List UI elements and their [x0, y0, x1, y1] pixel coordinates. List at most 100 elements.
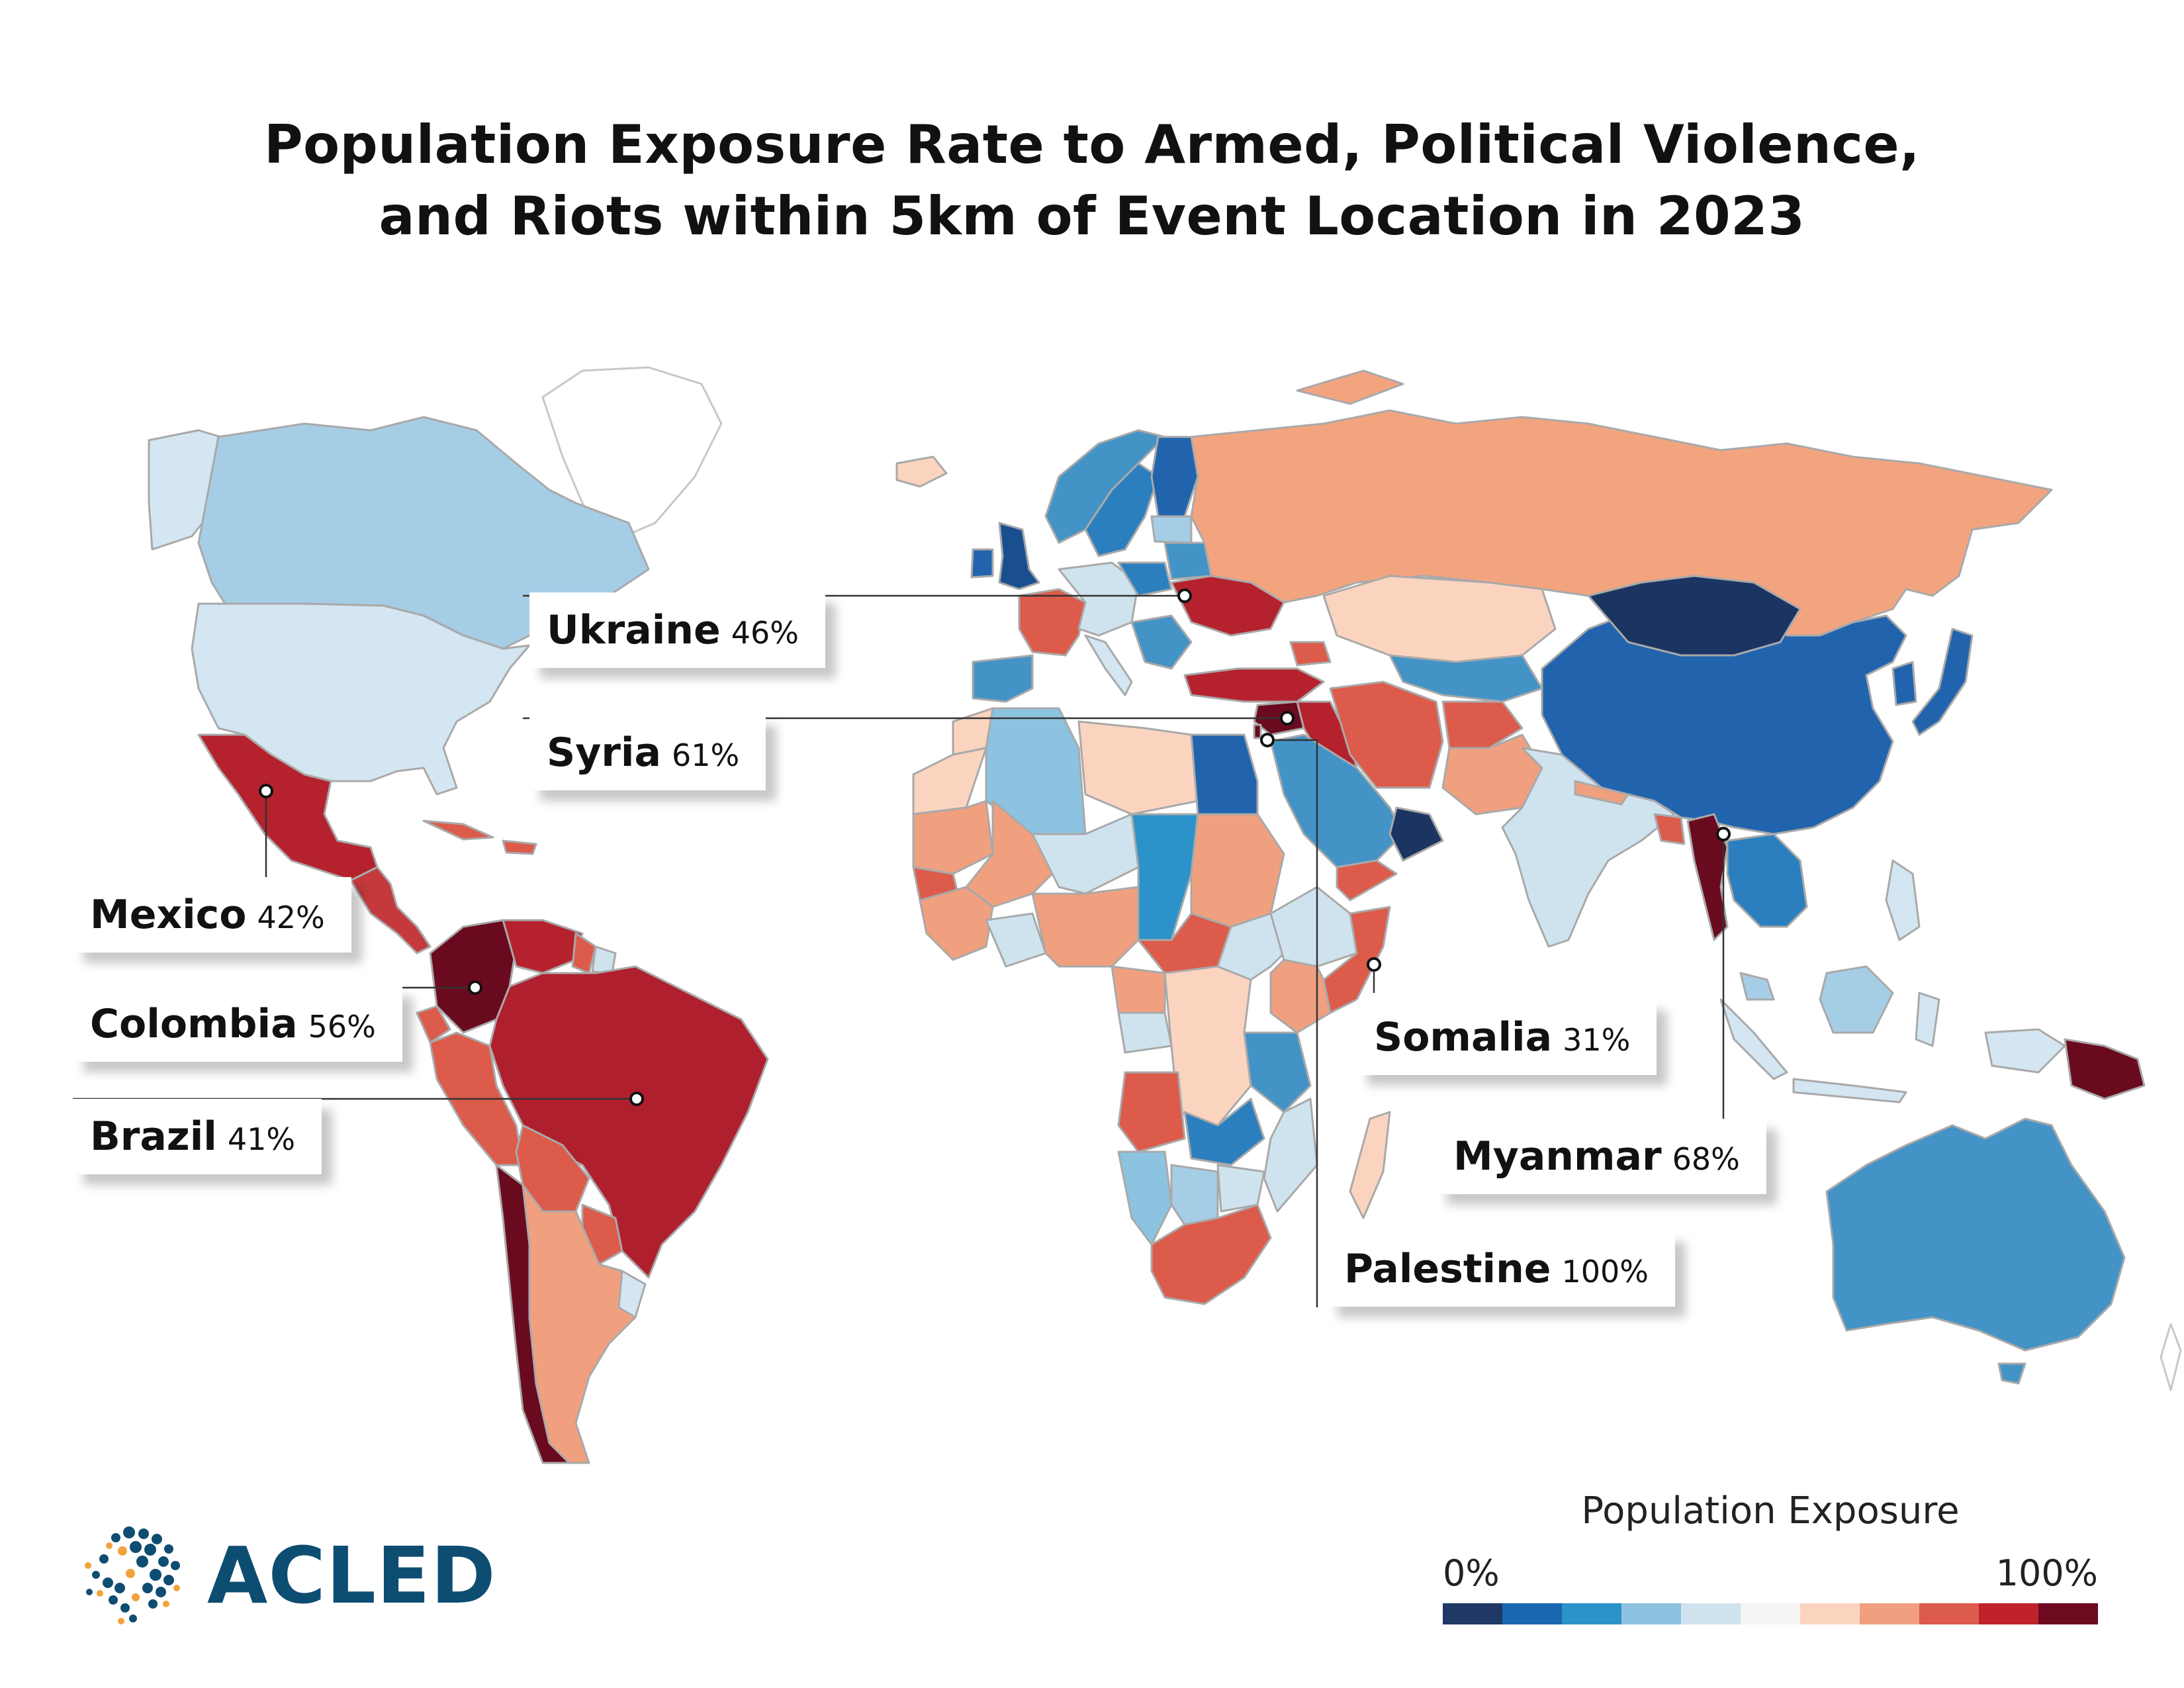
marker-ukraine: [1177, 588, 1192, 603]
title-line-1: Population Exposure Rate to Armed, Polit…: [263, 114, 1921, 175]
region-mozambique: [1263, 1098, 1318, 1213]
region-ethiopia: [1269, 886, 1358, 968]
region-zambia: [1183, 1098, 1265, 1166]
region-madagascar: [1349, 1111, 1391, 1219]
region-mexico: [197, 733, 379, 882]
region-botswana: [1170, 1164, 1219, 1226]
region-west-coast: [919, 886, 994, 961]
callout-myanmar: Myanmar 68%: [1436, 1119, 1766, 1194]
region-congo: [1117, 1011, 1173, 1054]
marker-brazil: [629, 1092, 644, 1106]
callout-ukraine: Ukraine 46%: [529, 592, 825, 668]
region-afghanistan: [1441, 700, 1524, 749]
legend-max-label: 100%: [1995, 1552, 2098, 1594]
region-cuba: [422, 820, 494, 841]
callout-value: 31%: [1563, 1022, 1631, 1058]
callout-mexico: Mexico 42%: [73, 877, 351, 953]
region-uruguay: [617, 1270, 647, 1319]
region-hispaniola: [502, 839, 537, 855]
region-suriname: [591, 945, 617, 974]
callout-colombia: Colombia 56%: [73, 986, 402, 1062]
region-korea: [1891, 661, 1917, 706]
marker-myanmar: [1716, 827, 1731, 841]
globe-dots-icon: [85, 1526, 180, 1624]
marker-syria: [1280, 711, 1295, 726]
region-ecuador: [416, 1005, 451, 1044]
logo-text: ACLED: [207, 1530, 496, 1621]
region-malaysia: [1739, 972, 1775, 1001]
region-iceland: [895, 455, 948, 488]
region-philippines: [1885, 859, 1921, 941]
legend-swatch: [1800, 1603, 1860, 1624]
region-tanzania: [1243, 1031, 1312, 1113]
legend-swatch: [2038, 1603, 2098, 1624]
region-turkey: [1183, 667, 1325, 703]
region-france: [1018, 588, 1087, 657]
region-new-guinea-west: [1984, 1028, 2066, 1074]
callout-name: Colombia: [90, 1001, 298, 1047]
region-belarus: [1163, 541, 1212, 581]
region-bangladesh: [1653, 813, 1686, 845]
region-poland: [1117, 561, 1173, 597]
callout-value: 41%: [227, 1121, 296, 1157]
callout-value: 61%: [671, 737, 740, 773]
callout-syria: Syria 61%: [529, 715, 766, 790]
region-tasmania: [1997, 1362, 2026, 1385]
region-south-africa: [1150, 1203, 1272, 1305]
region-caucasus: [1289, 641, 1332, 667]
callout-name: Ukraine: [547, 607, 721, 653]
region-nigeria: [1031, 886, 1140, 968]
region-iran: [1329, 680, 1444, 789]
callout-somalia: Somalia 31%: [1357, 1000, 1657, 1075]
callout-value: 56%: [308, 1009, 376, 1045]
region-angola: [1117, 1071, 1186, 1153]
region-finland: [1150, 436, 1199, 518]
legend-min-label: 0%: [1443, 1552, 1500, 1594]
region-kenya: [1269, 959, 1332, 1034]
region-egypt: [1190, 733, 1259, 816]
legend-end-labels: 0% 100%: [1443, 1552, 2098, 1594]
callout-value: 46%: [731, 615, 799, 651]
callout-name: Somalia: [1374, 1014, 1553, 1060]
legend-swatch: [1562, 1603, 1621, 1624]
legend: Population Exposure 0% 100%: [1443, 1489, 2098, 1624]
marker-somalia: [1367, 957, 1381, 972]
region-palestine: [1253, 724, 1262, 739]
title-line-2: and Riots within 5km of Event Location i…: [379, 185, 1805, 247]
legend-swatch: [1502, 1603, 1562, 1624]
region-mauritania: [912, 800, 994, 875]
legend-swatch: [1621, 1603, 1681, 1624]
region-sumatra: [1719, 998, 1788, 1080]
region-namibia: [1117, 1150, 1173, 1246]
region-australia: [1825, 1117, 2126, 1352]
region-italy: [1084, 634, 1133, 696]
callout-brazil: Brazil 41%: [73, 1099, 322, 1174]
region-java: [1792, 1078, 1907, 1103]
legend-swatch: [1443, 1603, 1502, 1624]
region-new-zealand: [2160, 1323, 2182, 1391]
legend-swatch: [1919, 1603, 1979, 1624]
legend-swatch: [1681, 1603, 1741, 1624]
region-venezuela: [502, 919, 584, 974]
region-libya: [1077, 720, 1199, 816]
marker-palestine: [1260, 733, 1275, 747]
legend-title: Population Exposure: [1581, 1489, 1960, 1532]
region-central-asia: [1388, 654, 1543, 703]
region-saudi-arabia: [1269, 733, 1404, 868]
callout-palestine: Palestine 100%: [1327, 1231, 1675, 1307]
callout-value: 42%: [257, 900, 325, 935]
region-balkans: [1130, 614, 1193, 670]
region-southeast-asia: [1726, 833, 1808, 928]
region-cameroon: [1111, 965, 1166, 1014]
legend-swatch: [1860, 1603, 1919, 1624]
acled-logo: ACLED: [69, 1519, 496, 1632]
marker-mexico: [259, 784, 273, 798]
region-usa: [191, 602, 531, 796]
region-argentina: [522, 1184, 637, 1464]
callout-name: Brazil: [90, 1113, 217, 1160]
legend-swatch: [1741, 1603, 1800, 1624]
region-japan: [1911, 628, 1974, 736]
callout-name: Syria: [547, 729, 661, 776]
region-kazakhstan: [1322, 575, 1557, 663]
